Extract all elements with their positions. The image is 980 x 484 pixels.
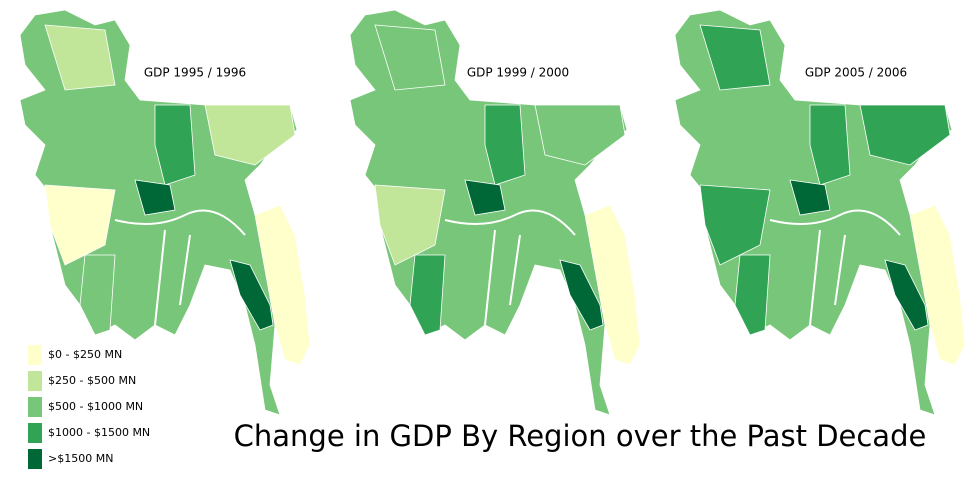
region [254, 204, 311, 366]
river [444, 209, 576, 326]
legend-swatch [28, 371, 42, 391]
legend-swatch [28, 397, 42, 417]
region [154, 104, 196, 186]
legend-label: $1000 - $1500 MN [48, 426, 150, 439]
legend-swatch [28, 449, 42, 469]
region [464, 179, 506, 216]
region [409, 254, 446, 336]
region [584, 204, 641, 366]
region [374, 24, 446, 91]
region [789, 179, 831, 216]
map-title: GDP 1999 / 2000 [467, 66, 569, 80]
map-title: GDP 2005 / 2006 [805, 66, 907, 80]
map [674, 9, 966, 416]
legend: $0 - $250 MN $250 - $500 MN $500 - $1000 M… [28, 345, 150, 469]
region [44, 24, 116, 91]
region [229, 259, 274, 331]
region [134, 179, 176, 216]
region [559, 259, 604, 331]
legend-label: >$1500 MN [48, 452, 113, 465]
map [19, 9, 311, 416]
river [114, 209, 246, 326]
region [484, 104, 526, 186]
legend-swatch [28, 423, 42, 443]
region [809, 104, 851, 186]
region [79, 254, 116, 336]
region [909, 204, 966, 366]
region [884, 259, 929, 331]
region [534, 104, 626, 166]
main-title: Change in GDP By Region over the Past De… [234, 419, 927, 453]
legend-label: $500 - $1000 MN [48, 400, 143, 413]
map [349, 9, 641, 416]
region [204, 104, 296, 166]
region [699, 24, 771, 91]
legend-label: $0 - $250 MN [48, 348, 122, 361]
region [859, 104, 951, 166]
legend-label: $250 - $500 MN [48, 374, 136, 387]
legend-swatch [28, 345, 42, 365]
river [769, 209, 901, 326]
map-title: GDP 1995 / 1996 [144, 66, 246, 80]
region [734, 254, 771, 336]
